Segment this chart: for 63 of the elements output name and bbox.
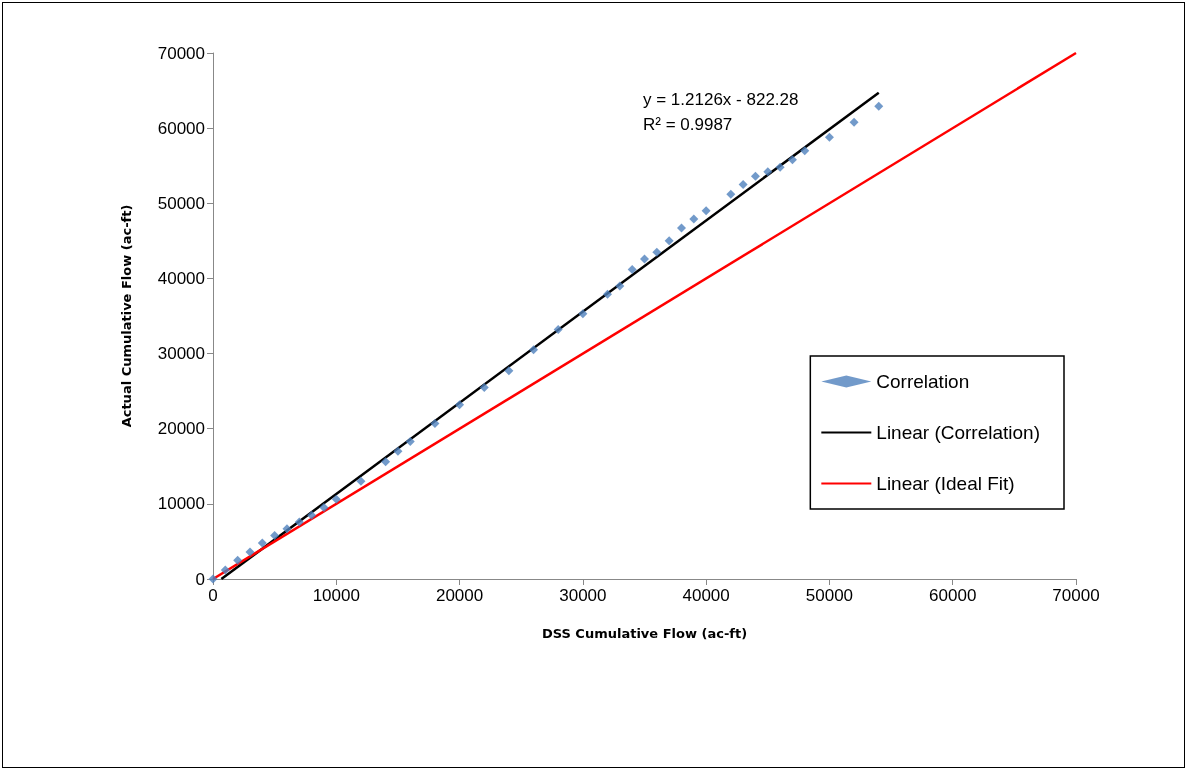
- y-tick-label: 60000: [157, 118, 205, 138]
- point: [787, 155, 797, 165]
- point: [627, 264, 637, 274]
- x-tick-label: 30000: [559, 586, 607, 605]
- point: [689, 214, 699, 224]
- y-axis-title: Actual Cumulative Flow (ac-ft): [119, 204, 134, 428]
- point: [874, 101, 884, 111]
- point: [664, 236, 674, 246]
- point: [381, 457, 391, 467]
- point: [640, 254, 649, 264]
- y-tick-label: 40000: [157, 268, 205, 288]
- annotation: R² = 0.9987: [643, 115, 733, 134]
- annotation: y = 1.2126x - 822.28: [643, 90, 799, 109]
- point: [529, 345, 539, 355]
- point: [220, 565, 230, 575]
- x-tick-label: 70000: [1052, 586, 1100, 605]
- point: [615, 281, 625, 291]
- y-tick-label: 50000: [157, 193, 205, 213]
- point: [245, 547, 255, 557]
- point: [257, 538, 267, 548]
- x-tick-label: 0: [208, 586, 218, 605]
- point: [738, 180, 748, 189]
- x-axis-title: DSS Cumulative Flow (ac-ft): [541, 626, 748, 641]
- x-tick-label: 60000: [929, 586, 977, 605]
- point: [479, 382, 489, 392]
- point: [824, 132, 834, 142]
- point: [504, 366, 514, 376]
- point: [233, 555, 243, 565]
- point: [726, 189, 736, 199]
- point: [282, 524, 292, 534]
- legend-label: Correlation: [876, 371, 970, 392]
- point: [393, 446, 403, 456]
- y-tick-label: 70000: [157, 43, 205, 63]
- point: [430, 418, 440, 428]
- point: [356, 476, 366, 486]
- point: [331, 494, 341, 504]
- y-tick-label: 20000: [157, 419, 205, 439]
- x-tick-label: 50000: [805, 586, 854, 605]
- y-tick-label: 10000: [157, 494, 205, 514]
- x-tick-label: 20000: [435, 586, 484, 605]
- legend-label: Linear (Ideal Fit): [876, 473, 1015, 494]
- point: [603, 289, 613, 299]
- x-tick-label: 40000: [682, 586, 730, 605]
- point: [849, 117, 859, 127]
- point: [270, 530, 280, 540]
- point: [800, 146, 810, 156]
- point: [294, 517, 304, 527]
- legend-label: Linear (Correlation): [876, 422, 1041, 443]
- y-tick-label: 0: [195, 569, 205, 589]
- point: [405, 436, 415, 446]
- x-tick-label: 10000: [312, 586, 360, 605]
- point: [676, 223, 686, 233]
- point: [307, 510, 317, 520]
- point: [578, 309, 588, 319]
- y-tick-label: 30000: [157, 344, 205, 364]
- point: [652, 247, 662, 257]
- point: [319, 503, 329, 513]
- point: [750, 171, 760, 181]
- point: [763, 167, 773, 177]
- point: [701, 206, 711, 216]
- point: [775, 162, 785, 172]
- point: [553, 325, 563, 335]
- point: [455, 400, 465, 410]
